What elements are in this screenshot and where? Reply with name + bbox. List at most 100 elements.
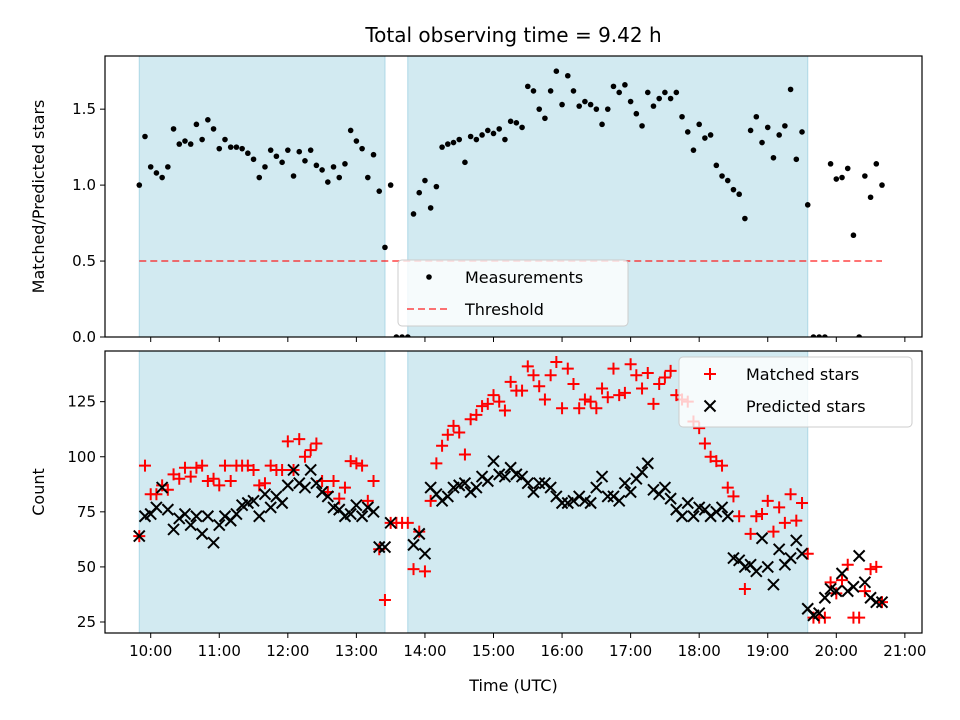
matched-star-point (624, 358, 637, 371)
matched-star-point (630, 369, 643, 382)
measurement-point (159, 174, 165, 181)
predicted-star-point (544, 481, 557, 494)
matched-star-point (773, 501, 786, 514)
x-tick-label: 10:00 (129, 642, 172, 660)
axes-frame (104, 350, 923, 634)
x-tick-label: 15:00 (472, 642, 515, 660)
measurement-point (136, 182, 143, 188)
predicted-star-point (858, 576, 872, 589)
predicted-star-point (355, 510, 369, 523)
legend: Measurements Threshold (397, 259, 629, 327)
matched-star-point (453, 426, 466, 439)
predicted-star-point (321, 490, 335, 503)
matched-star-point (858, 585, 871, 598)
matched-star-point (247, 463, 260, 476)
measurement-point (862, 173, 868, 179)
matched-star-point (367, 474, 380, 487)
matched-star-point (601, 391, 614, 404)
measurement-point (422, 177, 428, 184)
predicted-star-point (852, 549, 866, 563)
matched-star-point (430, 457, 443, 470)
measurement-point (376, 188, 383, 194)
measurement-point (696, 121, 702, 128)
matched-star-point (607, 362, 620, 375)
matched-star-point (561, 362, 574, 375)
matched-star-point (573, 402, 586, 415)
measurement-point (724, 177, 731, 184)
predicted-star-point (761, 560, 774, 574)
matched-star-point (401, 516, 414, 529)
matched-star-point (407, 563, 420, 576)
measurement-point (182, 138, 188, 144)
matched-star-point (196, 459, 209, 472)
predicted-star-point (750, 565, 763, 578)
measurement-point (650, 103, 657, 109)
matched-star-point (544, 369, 557, 382)
measurement-point (433, 183, 440, 190)
measurement-point (439, 144, 445, 150)
measurement-point (467, 133, 474, 140)
matched-star-point (441, 428, 454, 441)
measurement-point (245, 150, 251, 157)
predicted-star-point (533, 476, 546, 490)
measurement-point (262, 164, 268, 170)
predicted-star-point (795, 547, 809, 560)
measurement-point (684, 129, 691, 135)
matched-star-point (173, 472, 186, 485)
measurement-point (147, 164, 154, 170)
measurement-point (490, 130, 497, 137)
matched-star-point (201, 474, 214, 487)
measurement-point (416, 189, 423, 196)
matched-star-point (618, 386, 631, 399)
measurement-point (610, 83, 617, 90)
matched-star-point (853, 611, 866, 624)
matched-star-point (470, 408, 483, 421)
matched-star-point (493, 395, 506, 408)
matched-star-point (424, 494, 437, 507)
predicted-star-point (487, 454, 500, 468)
matched-star-point (578, 393, 591, 406)
x-tick-label: 18:00 (678, 642, 721, 660)
measurement-point (256, 174, 263, 181)
matched-star-point (567, 378, 580, 391)
predicted-star-point (384, 516, 397, 530)
matched-star-point (504, 375, 517, 388)
matched-star-point (658, 371, 671, 384)
matched-star-point (647, 397, 660, 410)
measurement-point (662, 89, 668, 96)
matched-star-point (538, 393, 551, 406)
measurement-point (279, 159, 285, 166)
legend-marker-x (703, 399, 717, 413)
measurement-point (227, 144, 234, 150)
x-tick-label: 13:00 (335, 642, 378, 660)
predicted-star-point (875, 595, 889, 609)
measurement-point (370, 151, 377, 158)
y-tick-label: 75 (77, 503, 96, 521)
predicted-star-point (555, 496, 569, 510)
predicted-star-point (624, 485, 637, 499)
predicted-star-point (207, 536, 220, 549)
y-tick-label: 0.0 (72, 328, 96, 346)
predicted-star-point (367, 505, 380, 519)
predicted-star-point (253, 510, 266, 523)
measurement-point (587, 101, 594, 108)
matched-star-point (778, 516, 791, 529)
predicted-star-point (601, 490, 614, 503)
matched-star-point (276, 463, 289, 476)
matched-star-point (636, 382, 649, 395)
measurement-point (513, 120, 520, 126)
measurement-point (742, 215, 748, 222)
matched-star-point (304, 444, 317, 457)
measurement-point (382, 244, 388, 251)
predicted-star-point (161, 503, 175, 516)
predicted-star-point (687, 510, 700, 523)
predicted-star-point (150, 501, 163, 514)
measurement-point (604, 106, 611, 112)
measurement-point (399, 334, 405, 337)
matched-star-point (338, 481, 351, 494)
measurement-point (250, 156, 257, 163)
measurement-point (844, 165, 851, 172)
measurement-point (719, 173, 725, 179)
measurement-point (644, 89, 651, 96)
